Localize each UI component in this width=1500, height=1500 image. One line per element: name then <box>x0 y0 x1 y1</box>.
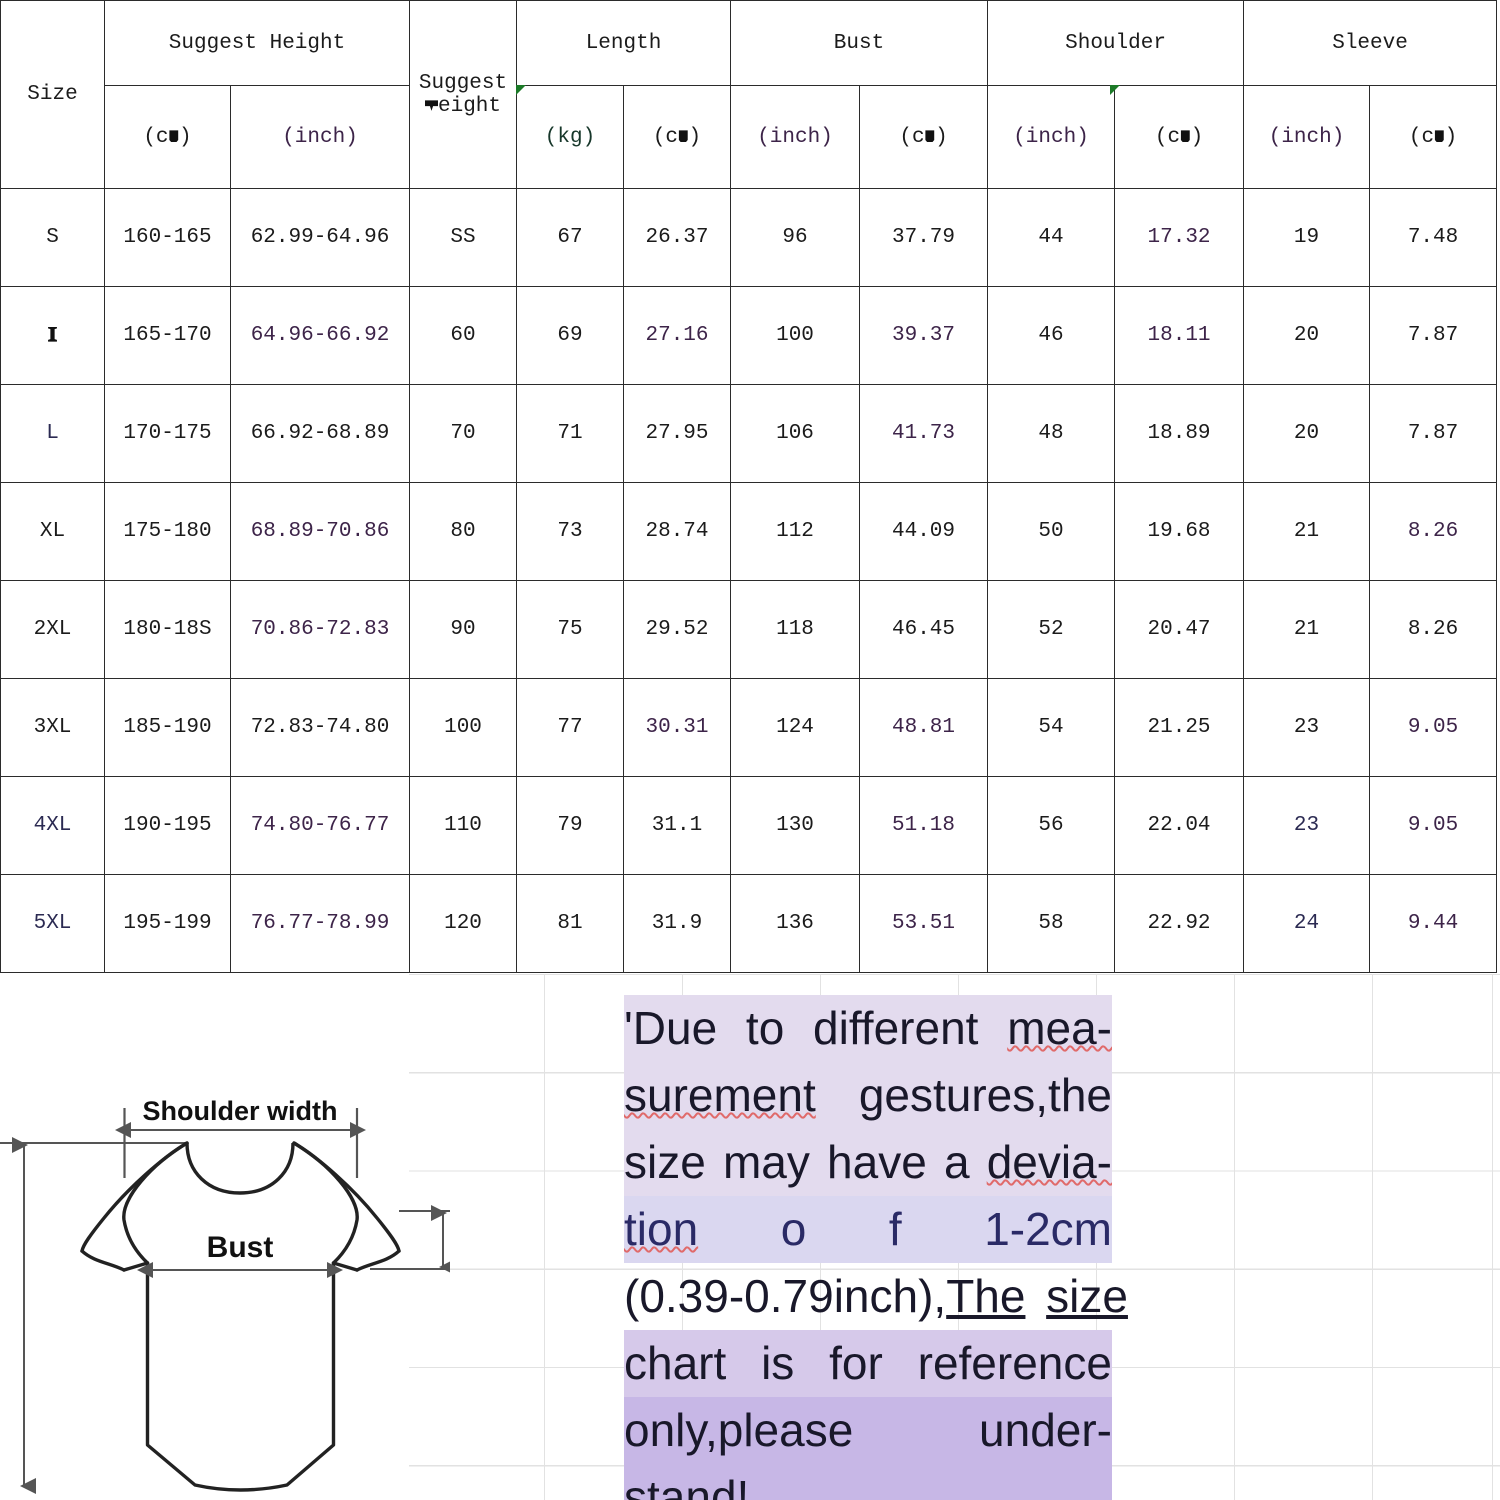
svg-text:Bust: Bust <box>207 1231 274 1264</box>
svg-text:Shoulder width: Shoulder width <box>143 1100 338 1126</box>
